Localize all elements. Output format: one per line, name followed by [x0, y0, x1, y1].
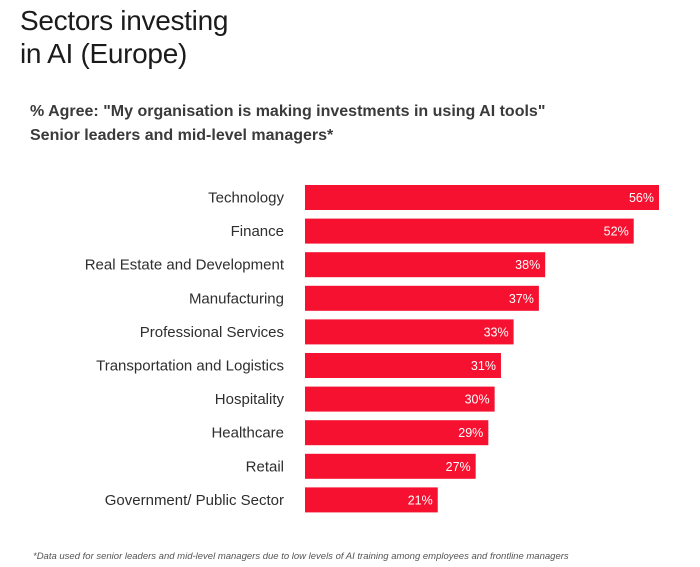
bar-value-label: 29% [458, 426, 483, 440]
category-label: Transportation and Logistics [96, 358, 284, 375]
bar-value-label: 30% [465, 393, 490, 407]
bar-value-label: 21% [408, 493, 433, 507]
bar [305, 185, 659, 210]
bar [305, 487, 438, 513]
chart-title-line-1: Sectors investing [20, 5, 229, 36]
bar-row: Hospitality 30% [215, 386, 495, 412]
bar [305, 319, 514, 345]
chart-title-line-2: in AI (Europe) [20, 38, 187, 69]
bar-row: Retail 27% [246, 453, 476, 479]
bar-value-label: 33% [484, 325, 509, 339]
bar-row: Finance 52% [231, 218, 634, 244]
category-label: Retail [246, 458, 284, 475]
bar-value-label: 37% [509, 292, 534, 306]
bar-row: Technology 56% [208, 185, 659, 210]
footnote: *Data used for senior leaders and mid-le… [33, 551, 569, 562]
chart-subtitle-line-1: % Agree: "My organisation is making inve… [30, 103, 546, 120]
category-label: Manufacturing [189, 290, 284, 307]
category-label: Government/ Public Sector [105, 492, 284, 509]
category-label: Real Estate and Development [85, 257, 285, 274]
bar-value-label: 27% [446, 460, 471, 474]
bar-row: Manufacturing 37% [189, 285, 539, 311]
chart-subtitle-line-2: Senior leaders and mid-level managers* [30, 127, 334, 144]
category-label: Technology [208, 190, 284, 207]
bar-chart: Technology 56% Finance 52% Real Estate and D… [85, 185, 659, 513]
bar-row: Real Estate and Development 38% [85, 252, 546, 278]
bar-value-label: 31% [471, 359, 496, 373]
bar [305, 353, 501, 378]
category-label: Finance [231, 223, 284, 240]
bar-row: Government/ Public Sector 21% [105, 487, 438, 513]
bar-row: Healthcare 29% [211, 420, 489, 446]
bar [305, 252, 546, 278]
bar-row: Professional Services 33% [140, 319, 514, 345]
bar-row: Transportation and Logistics 31% [96, 353, 501, 378]
chart-subtitle: % Agree: "My organisation is making inve… [30, 100, 545, 148]
bar [305, 453, 476, 479]
bar [305, 386, 495, 412]
bar-value-label: 56% [629, 191, 654, 205]
category-label: Hospitality [215, 391, 285, 408]
chart-title: Sectors investing in AI (Europe) [20, 4, 228, 70]
category-label: Healthcare [211, 425, 284, 442]
bar [305, 218, 634, 244]
bar-value-label: 52% [604, 225, 629, 239]
category-label: Professional Services [140, 324, 284, 341]
bar [305, 285, 539, 311]
bar-value-label: 38% [515, 258, 540, 272]
bar [305, 420, 489, 446]
